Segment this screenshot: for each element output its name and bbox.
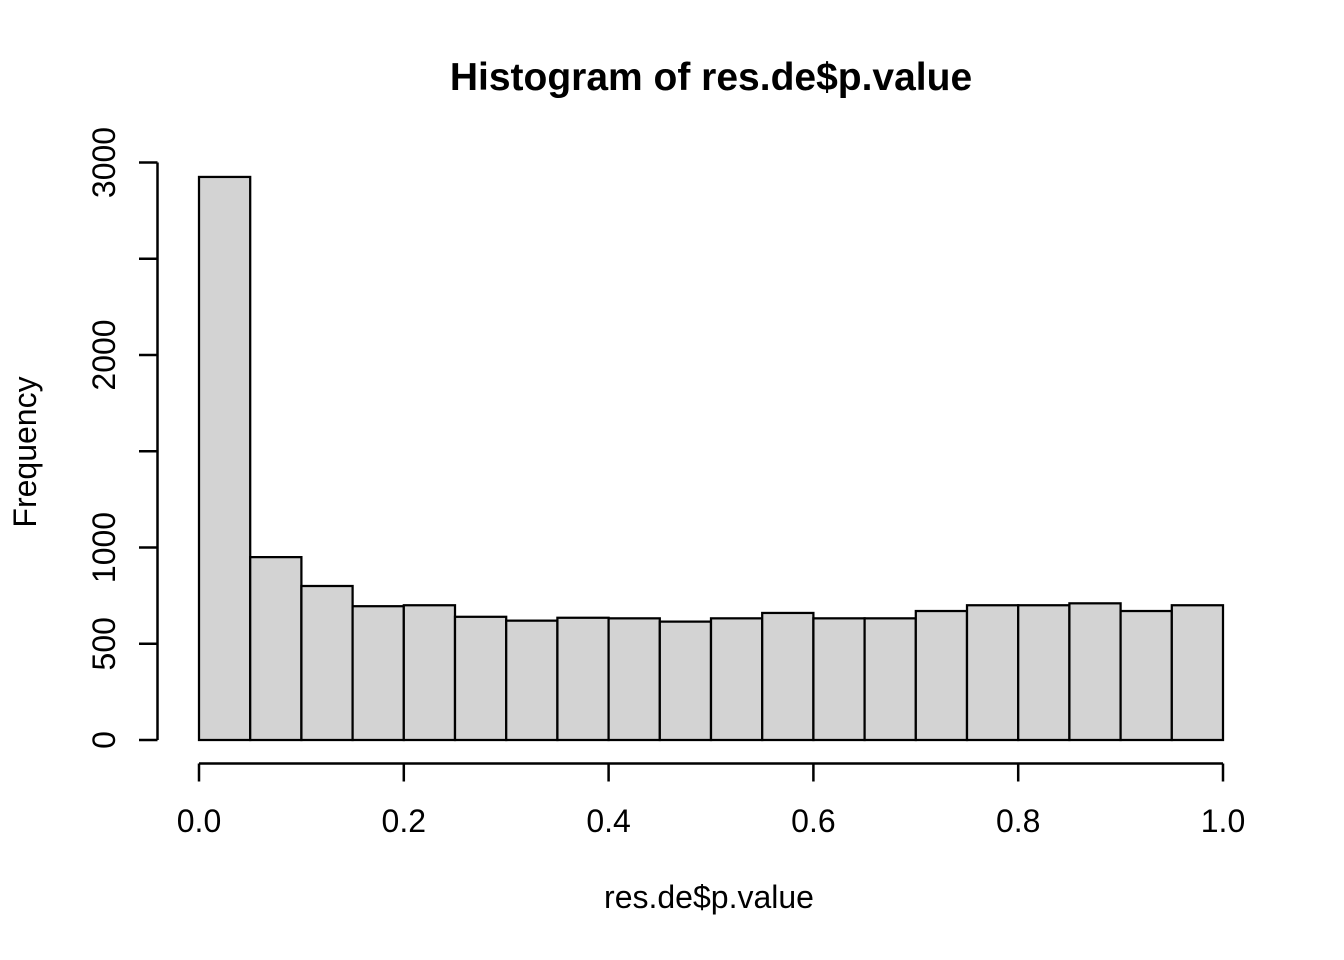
histogram-bar [812,617,866,742]
x-axis: 0.0 0.2 0.4 0.6 0.8 1.0 [177,762,1245,839]
y-tick-label: 3000 [86,127,122,198]
histogram-bar [1119,609,1173,742]
histogram-bar [1017,604,1071,742]
histogram-bar [709,617,764,742]
histogram-bar [197,175,252,742]
histogram-bar [402,604,457,742]
histogram-bar [1068,602,1122,742]
x-tick-label: 0.4 [586,803,630,839]
histogram-bar [965,604,1020,742]
histogram-bar [453,615,508,742]
plot-title: Histogram of res.de$p.value [450,56,972,99]
histogram-bar [249,556,303,742]
histogram-bar [351,605,405,742]
histogram-bar [761,611,815,742]
x-tick-label: 1.0 [1201,803,1245,839]
histogram-bar [658,620,713,742]
x-axis-label: res.de$p.value [604,879,814,915]
histogram-bar [914,609,969,742]
y-axis: 0 500 1000 2000 3000 [86,127,159,749]
histogram-bar [505,619,559,742]
y-axis-label: Frequency [7,376,43,527]
bars-layer [197,175,1225,742]
x-tick-label: 0.6 [791,803,835,839]
x-tick-label: 0.0 [177,803,221,839]
y-tick-label: 0 [86,731,122,749]
histogram-bar [1170,604,1225,742]
y-tick-label: 2000 [86,319,122,390]
histogram-bar [863,617,917,742]
histogram-bar [300,584,354,742]
y-tick-label: 1000 [86,512,122,583]
y-tick-label: 500 [86,617,122,670]
histogram-bar [607,617,661,742]
histogram-bar [556,616,610,742]
x-tick-label: 0.2 [382,803,426,839]
x-tick-label: 0.8 [996,803,1040,839]
